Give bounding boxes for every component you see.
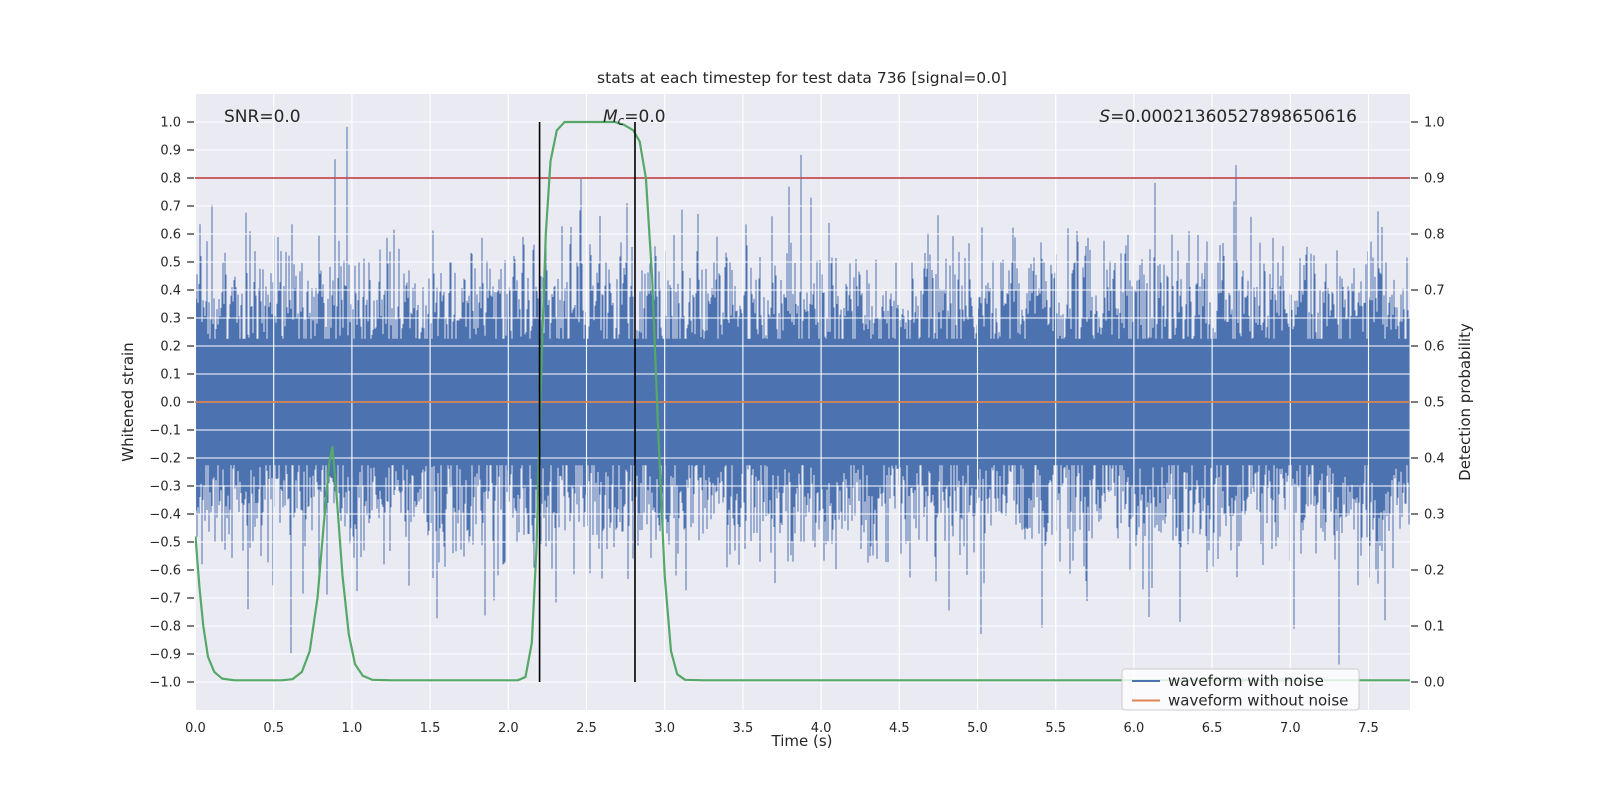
y-tick-label-left: −0.4 — [149, 508, 181, 523]
y-tick-label-left: −0.1 — [149, 424, 181, 439]
x-tick-label: 0.5 — [263, 721, 284, 736]
y-axis-label-left: Whitened strain — [119, 342, 137, 461]
x-tick-label: 7.0 — [1280, 721, 1301, 736]
x-tick-label: 1.5 — [420, 721, 441, 736]
y-tick-label-right: 1.0 — [1424, 116, 1445, 131]
x-tick-label: 0.0 — [185, 721, 206, 736]
chart-title: stats at each timestep for test data 736… — [597, 69, 1007, 87]
x-axis-label: Time (s) — [771, 732, 833, 750]
x-tick-label: 6.0 — [1124, 721, 1145, 736]
legend-label: waveform without noise — [1168, 692, 1348, 710]
grid-lines — [195, 94, 1410, 710]
y-tick-label-left: 1.0 — [160, 116, 181, 131]
y-axis-label-right: Detection probability — [1456, 323, 1474, 481]
y-tick-label-left: −0.8 — [149, 620, 181, 635]
x-tick-label: 2.0 — [498, 721, 519, 736]
x-tick-label: 5.5 — [1045, 721, 1066, 736]
y-tick-label-right: 0.9 — [1424, 172, 1445, 187]
y-tick-label-left: −0.9 — [149, 648, 181, 663]
legend: waveform with noise waveform without nois… — [1121, 668, 1360, 711]
tick-labels: 1.0 0.9 0.8 0.7 0.6 0.5 0.4 0.3 0.2 0.1 0.0 −0.1 −0.… — [149, 116, 1444, 737]
y-tick-label-right: 0.1 — [1424, 620, 1445, 635]
x-tick-label: 4.5 — [889, 721, 910, 736]
y-tick-label-left: 0.2 — [160, 340, 181, 355]
y-tick-label-left: 0.4 — [160, 284, 181, 299]
annotation-s: S=0.00021360527898650616 — [1099, 107, 1357, 127]
event-window-vlines — [538, 122, 636, 682]
y-tick-label-left: 0.8 — [160, 172, 181, 187]
legend-box — [1121, 668, 1360, 711]
legend-label: waveform with noise — [1168, 672, 1324, 690]
y-tick-label-left: 0.1 — [160, 368, 181, 383]
y-tick-label-left: −1.0 — [149, 676, 181, 691]
y-tick-label-left: −0.3 — [149, 480, 181, 495]
x-tick-label: 1.0 — [342, 721, 363, 736]
y-tick-label-right: 0.5 — [1424, 396, 1445, 411]
y-tick-label-left: 0.0 — [160, 396, 181, 411]
y-tick-label-right: 0.4 — [1424, 452, 1445, 467]
y-tick-label-right: 0.8 — [1424, 228, 1445, 243]
y-tick-label-left: −0.7 — [149, 592, 181, 607]
y-tick-label-left: 0.5 — [160, 256, 181, 271]
y-tick-label-right: 0.3 — [1424, 508, 1445, 523]
x-tick-label: 7.5 — [1358, 721, 1379, 736]
annotation-mc: Mc=0.0 — [603, 107, 666, 128]
x-tick-label: 2.5 — [576, 721, 597, 736]
x-tick-label: 3.5 — [733, 721, 754, 736]
y-tick-label-left: 0.9 — [160, 144, 181, 159]
horizontal-reference-lines — [195, 177, 1410, 403]
x-tick-label: 3.0 — [654, 721, 675, 736]
y-tick-label-right: 0.2 — [1424, 564, 1445, 579]
detection-probability-line — [195, 120, 1410, 682]
x-tick-label: 4.0 — [811, 721, 832, 736]
y-tick-label-left: 0.3 — [160, 312, 181, 327]
y-tick-label-left: 0.6 — [160, 228, 181, 243]
y-tick-label-left: −0.5 — [149, 536, 181, 551]
detection-probability-curve — [195, 120, 1410, 682]
annotation-snr: SNR=0.0 — [224, 107, 301, 127]
y-tick-label-left: −0.2 — [149, 452, 181, 467]
y-tick-label-left: −0.6 — [149, 564, 181, 579]
x-tick-label: 6.5 — [1202, 721, 1223, 736]
x-tick-label: 5.0 — [967, 721, 988, 736]
y-tick-label-right: 0.7 — [1424, 284, 1445, 299]
y-tick-label-left: 0.7 — [160, 200, 181, 215]
y-tick-label-right: 0.6 — [1424, 340, 1445, 355]
y-tick-label-right: 0.0 — [1424, 676, 1445, 691]
